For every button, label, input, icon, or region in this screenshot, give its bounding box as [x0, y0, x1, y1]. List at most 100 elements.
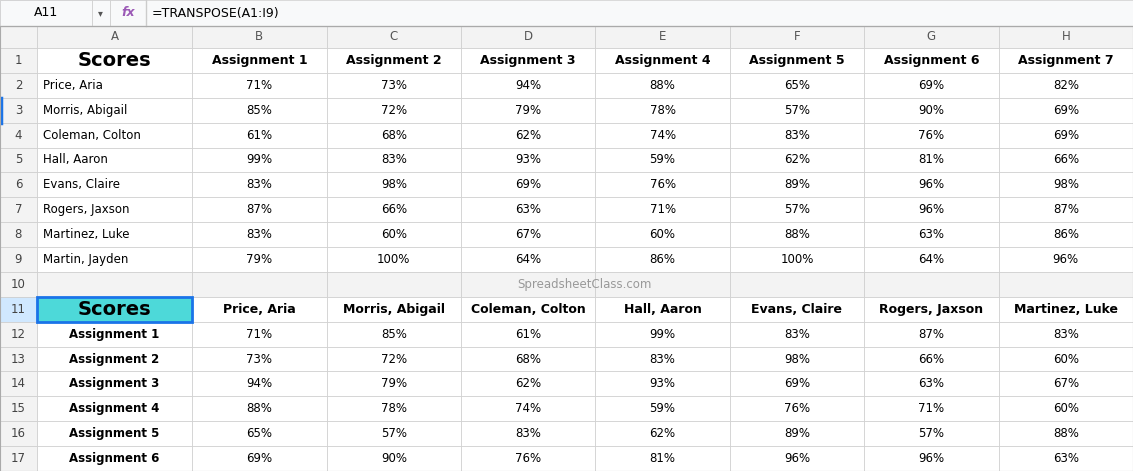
- Text: fx: fx: [121, 7, 135, 19]
- Bar: [326, 222, 461, 247]
- Text: 60%: 60%: [649, 228, 675, 241]
- Text: 71%: 71%: [649, 203, 675, 216]
- Bar: [595, 26, 730, 48]
- Text: 11: 11: [11, 303, 26, 316]
- Text: Assignment 5: Assignment 5: [69, 427, 160, 440]
- Text: 100%: 100%: [781, 253, 813, 266]
- Bar: [326, 297, 461, 322]
- Bar: [730, 48, 864, 73]
- Bar: [998, 297, 1133, 322]
- Bar: [864, 122, 998, 147]
- Text: 93%: 93%: [516, 154, 542, 166]
- Bar: [998, 272, 1133, 297]
- Bar: [36, 322, 193, 347]
- Text: 1: 1: [15, 54, 23, 67]
- Bar: [864, 222, 998, 247]
- Bar: [0, 122, 36, 147]
- Text: 62%: 62%: [784, 154, 810, 166]
- Text: Price, Aria: Price, Aria: [43, 79, 103, 92]
- Bar: [864, 322, 998, 347]
- Bar: [326, 98, 461, 122]
- Text: 15: 15: [11, 402, 26, 415]
- Text: 57%: 57%: [784, 203, 810, 216]
- Bar: [595, 322, 730, 347]
- Text: 16: 16: [11, 427, 26, 440]
- Text: 76%: 76%: [919, 129, 945, 142]
- Bar: [0, 73, 36, 98]
- Text: 63%: 63%: [919, 228, 945, 241]
- Text: E: E: [659, 31, 666, 43]
- Bar: [864, 372, 998, 397]
- Bar: [326, 26, 461, 48]
- Bar: [998, 197, 1133, 222]
- Text: 85%: 85%: [381, 328, 407, 341]
- Bar: [864, 197, 998, 222]
- Text: Assignment 2: Assignment 2: [346, 54, 442, 67]
- Text: 68%: 68%: [516, 352, 542, 365]
- Bar: [998, 122, 1133, 147]
- Text: A11: A11: [34, 7, 58, 19]
- Text: Scores: Scores: [78, 300, 152, 319]
- Text: 69%: 69%: [246, 452, 272, 465]
- Bar: [730, 122, 864, 147]
- Bar: [730, 172, 864, 197]
- Text: Rogers, Jaxson: Rogers, Jaxson: [879, 303, 983, 316]
- Bar: [36, 247, 193, 272]
- Bar: [36, 147, 193, 172]
- Text: 89%: 89%: [784, 179, 810, 191]
- Bar: [193, 98, 326, 122]
- Bar: [595, 397, 730, 421]
- Bar: [36, 372, 193, 397]
- Text: 78%: 78%: [649, 104, 675, 117]
- Bar: [193, 73, 326, 98]
- Bar: [0, 372, 36, 397]
- Bar: [36, 172, 193, 197]
- Text: 73%: 73%: [381, 79, 407, 92]
- Bar: [36, 297, 193, 322]
- Text: 65%: 65%: [784, 79, 810, 92]
- Text: 66%: 66%: [381, 203, 407, 216]
- Text: G: G: [927, 31, 936, 43]
- Bar: [461, 222, 595, 247]
- Bar: [730, 147, 864, 172]
- Text: 79%: 79%: [516, 104, 542, 117]
- Text: 98%: 98%: [381, 179, 407, 191]
- Bar: [461, 247, 595, 272]
- Bar: [193, 272, 326, 297]
- Text: 2: 2: [15, 79, 23, 92]
- Bar: [326, 272, 461, 297]
- Text: 94%: 94%: [516, 79, 542, 92]
- Text: Assignment 7: Assignment 7: [1017, 54, 1114, 67]
- Text: 81%: 81%: [919, 154, 945, 166]
- Bar: [326, 421, 461, 446]
- Text: 79%: 79%: [381, 377, 407, 390]
- Bar: [36, 222, 193, 247]
- Text: 64%: 64%: [919, 253, 945, 266]
- Bar: [326, 347, 461, 372]
- Text: A: A: [110, 31, 119, 43]
- Text: 60%: 60%: [1053, 402, 1079, 415]
- Bar: [0, 397, 36, 421]
- Bar: [0, 0, 1133, 26]
- Bar: [461, 98, 595, 122]
- Text: 62%: 62%: [516, 377, 542, 390]
- Text: Assignment 4: Assignment 4: [69, 402, 160, 415]
- Bar: [0, 322, 36, 347]
- Bar: [864, 147, 998, 172]
- Bar: [998, 421, 1133, 446]
- Bar: [0, 247, 36, 272]
- Bar: [193, 297, 326, 322]
- Text: Assignment 4: Assignment 4: [615, 54, 710, 67]
- Bar: [36, 48, 193, 73]
- Text: 61%: 61%: [246, 129, 272, 142]
- Bar: [36, 98, 193, 122]
- Text: 83%: 83%: [381, 154, 407, 166]
- Text: 83%: 83%: [649, 352, 675, 365]
- Bar: [36, 122, 193, 147]
- Bar: [595, 98, 730, 122]
- Bar: [730, 98, 864, 122]
- Bar: [193, 197, 326, 222]
- Text: Morris, Abigail: Morris, Abigail: [43, 104, 127, 117]
- Bar: [730, 372, 864, 397]
- Bar: [36, 26, 193, 48]
